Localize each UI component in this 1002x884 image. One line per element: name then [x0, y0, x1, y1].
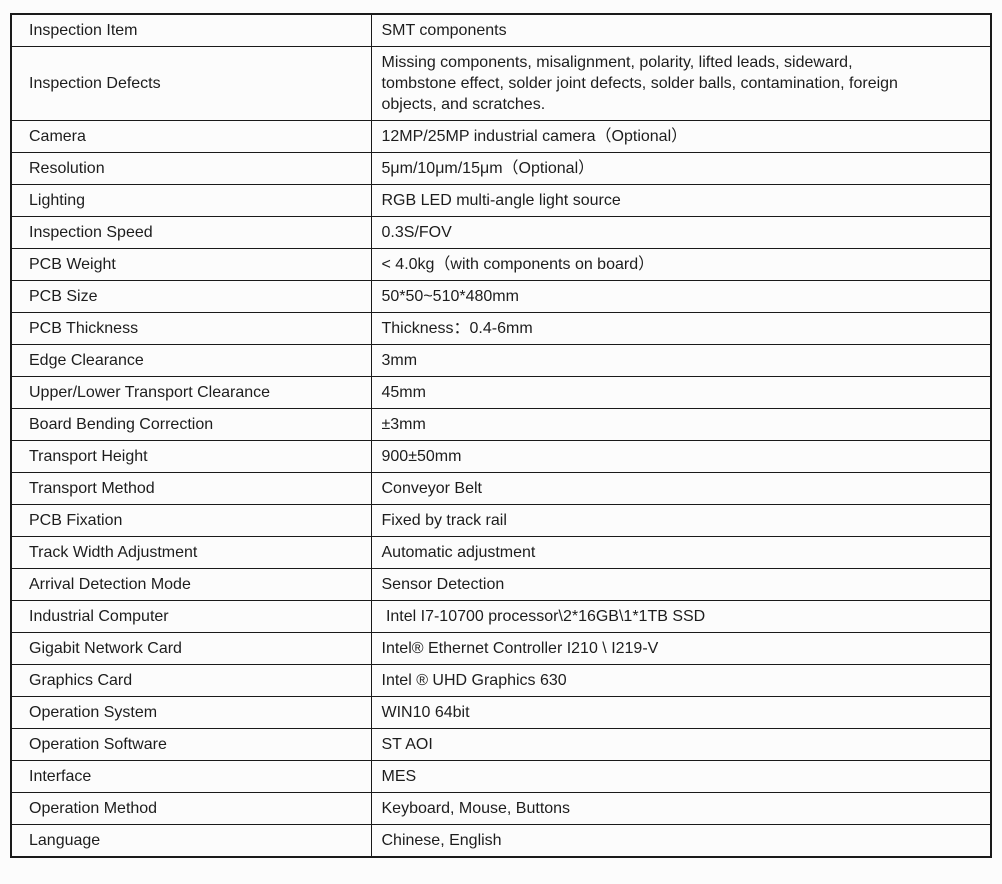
- spec-label-cell: Track Width Adjustment: [10, 536, 372, 569]
- spec-value-cell: 0.3S/FOV: [370, 216, 992, 249]
- table-row: PCB Fixation Fixed by track rail: [10, 504, 992, 537]
- spec-value-cell: Missing components, misalignment, polari…: [370, 46, 992, 121]
- spec-table: Inspection Item SMT components Inspectio…: [10, 13, 992, 858]
- spec-label-cell: Inspection Item: [10, 13, 372, 47]
- spec-value-cell: 900±50mm: [370, 440, 992, 473]
- spec-label-cell: Lighting: [10, 184, 372, 217]
- spec-label-cell: Inspection Defects: [10, 46, 372, 121]
- spec-value-cell: RGB LED multi-angle light source: [370, 184, 992, 217]
- spec-value-cell: 50*50~510*480mm: [370, 280, 992, 313]
- spec-label-cell: Upper/Lower Transport Clearance: [10, 376, 372, 409]
- spec-label-cell: Industrial Computer: [10, 600, 372, 633]
- table-row: Lighting RGB LED multi-angle light sourc…: [10, 184, 992, 217]
- table-row: PCB Weight < 4.0kg（with components on bo…: [10, 248, 992, 281]
- spec-label-cell: Resolution: [10, 152, 372, 185]
- table-row: Arrival Detection Mode Sensor Detection: [10, 568, 992, 601]
- table-row: Board Bending Correction ±3mm: [10, 408, 992, 441]
- spec-label-cell: Gigabit Network Card: [10, 632, 372, 665]
- table-row: Upper/Lower Transport Clearance 45mm: [10, 376, 992, 409]
- table-row: Operation System WIN10 64bit: [10, 696, 992, 729]
- spec-label-cell: Camera: [10, 120, 372, 153]
- spec-label-cell: Interface: [10, 760, 372, 793]
- table-row: Resolution 5μm/10μm/15μm（Optional）: [10, 152, 992, 185]
- spec-table-body: Inspection Item SMT components Inspectio…: [10, 13, 992, 858]
- table-row: Industrial Computer Intel I7-10700 proce…: [10, 600, 992, 633]
- spec-value-cell: 12MP/25MP industrial camera（Optional）: [370, 120, 992, 153]
- spec-label-cell: Language: [10, 824, 372, 858]
- spec-value-cell: ±3mm: [370, 408, 992, 441]
- table-row: Transport Method Conveyor Belt: [10, 472, 992, 505]
- spec-value-cell: ST AOI: [370, 728, 992, 761]
- spec-value-cell: SMT components: [370, 13, 992, 47]
- table-row: Operation Method Keyboard, Mouse, Button…: [10, 792, 992, 825]
- table-row: PCB Size 50*50~510*480mm: [10, 280, 992, 313]
- table-row: Transport Height 900±50mm: [10, 440, 992, 473]
- spec-label-cell: Transport Method: [10, 472, 372, 505]
- table-row: Inspection Defects Missing components, m…: [10, 46, 992, 121]
- table-row: Inspection Item SMT components: [10, 13, 992, 47]
- table-row: Operation Software ST AOI: [10, 728, 992, 761]
- table-row: Interface MES: [10, 760, 992, 793]
- table-row: Edge Clearance 3mm: [10, 344, 992, 377]
- spec-value-cell: Automatic adjustment: [370, 536, 992, 569]
- spec-label-cell: PCB Thickness: [10, 312, 372, 345]
- spec-value-cell: Sensor Detection: [370, 568, 992, 601]
- table-row: Camera 12MP/25MP industrial camera（Optio…: [10, 120, 992, 153]
- spec-label-cell: Graphics Card: [10, 664, 372, 697]
- spec-value-cell: Thickness：0.4-6mm: [370, 312, 992, 345]
- spec-value-cell: WIN10 64bit: [370, 696, 992, 729]
- table-row: Inspection Speed 0.3S/FOV: [10, 216, 992, 249]
- spec-label-cell: Operation Method: [10, 792, 372, 825]
- spec-value-cell: Chinese, English: [370, 824, 992, 858]
- spec-label-cell: Operation Software: [10, 728, 372, 761]
- spec-value-cell: Fixed by track rail: [370, 504, 992, 537]
- spec-value-cell: < 4.0kg（with components on board）: [370, 248, 992, 281]
- spec-value-cell: 5μm/10μm/15μm（Optional）: [370, 152, 992, 185]
- table-row: Graphics Card Intel ® UHD Graphics 630: [10, 664, 992, 697]
- spec-value-cell: Keyboard, Mouse, Buttons: [370, 792, 992, 825]
- spec-value-cell: Intel I7-10700 processor\2*16GB\1*1TB SS…: [370, 600, 992, 633]
- spec-label-cell: PCB Size: [10, 280, 372, 313]
- table-row: Track Width Adjustment Automatic adjustm…: [10, 536, 992, 569]
- spec-value-cell: Intel ® UHD Graphics 630: [370, 664, 992, 697]
- spec-label-cell: Transport Height: [10, 440, 372, 473]
- spec-value-cell: Intel® Ethernet Controller I210 \ I219-V: [370, 632, 992, 665]
- spec-value-cell: 45mm: [370, 376, 992, 409]
- spec-label-cell: PCB Fixation: [10, 504, 372, 537]
- spec-label-cell: PCB Weight: [10, 248, 372, 281]
- spec-label-cell: Arrival Detection Mode: [10, 568, 372, 601]
- table-row: PCB Thickness Thickness：0.4-6mm: [10, 312, 992, 345]
- spec-label-cell: Board Bending Correction: [10, 408, 372, 441]
- spec-value-cell: Conveyor Belt: [370, 472, 992, 505]
- table-row: Gigabit Network Card Intel® Ethernet Con…: [10, 632, 992, 665]
- spec-label-cell: Edge Clearance: [10, 344, 372, 377]
- spec-label-cell: Operation System: [10, 696, 372, 729]
- spec-value-cell: MES: [370, 760, 992, 793]
- spec-label-cell: Inspection Speed: [10, 216, 372, 249]
- spec-value-cell: 3mm: [370, 344, 992, 377]
- table-row: Language Chinese, English: [10, 824, 992, 858]
